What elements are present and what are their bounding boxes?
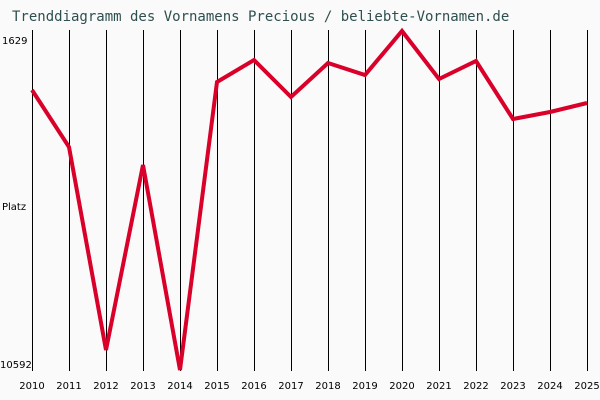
x-axis-label: 2017	[278, 381, 304, 392]
x-axis-label: 2022	[463, 381, 489, 392]
chart-title: Trenddiagramm des Vornamens Precious / b…	[12, 9, 510, 25]
x-axis-label: 2018	[315, 381, 341, 392]
x-axis-label: 2019	[352, 381, 378, 392]
x-axis-label: 2025	[574, 381, 600, 392]
trend-line	[30, 27, 588, 371]
x-axis-label: 2020	[389, 381, 415, 392]
x-axis-label: 2011	[56, 381, 82, 392]
y-axis-title: Platz	[2, 202, 27, 213]
x-axis-label: 2012	[93, 381, 119, 392]
y-axis-top-label: 1629	[2, 36, 28, 47]
x-axis-label: 2021	[426, 381, 452, 392]
x-axis-label: 2013	[130, 381, 156, 392]
x-axis-label: 2023	[500, 381, 526, 392]
x-axis-label: 2016	[241, 381, 267, 392]
x-axis-label: 2010	[19, 381, 45, 392]
x-axis-label: 2024	[537, 381, 563, 392]
y-axis-bottom-label: 10592	[0, 360, 32, 371]
x-axis-label: 2015	[204, 381, 230, 392]
x-axis-label: 2014	[167, 381, 193, 392]
